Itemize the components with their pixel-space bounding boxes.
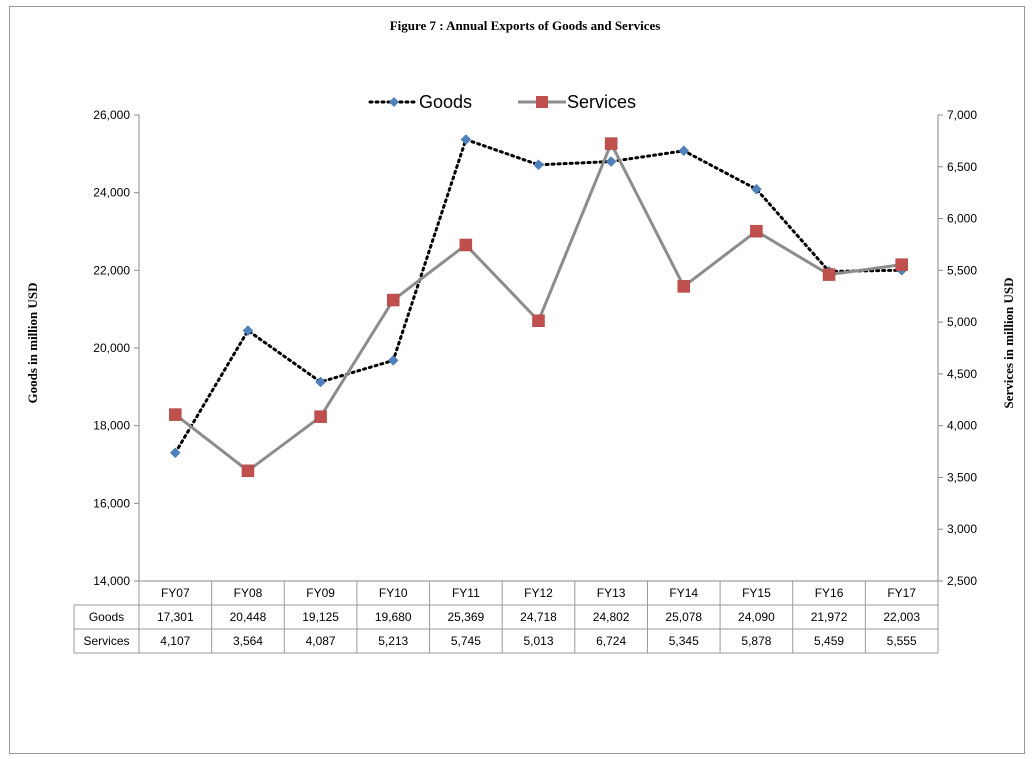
data-point-goods: [751, 183, 762, 195]
table-cell-value: 21,972: [811, 610, 848, 624]
data-point-services: [386, 293, 400, 307]
data-point-goods: [678, 145, 690, 157]
data-point-services: [532, 314, 545, 328]
y-tick-label: 16,000: [93, 496, 130, 510]
x-tick-label: FY17: [887, 586, 916, 600]
data-point-goods: [605, 156, 617, 167]
table-cell-value: 6,724: [596, 634, 626, 648]
y2-tick-label: 3,000: [947, 522, 977, 536]
y2-tick-label: 6,000: [947, 212, 977, 226]
y2-tick-label: 7,000: [947, 108, 977, 122]
data-point-services: [169, 408, 182, 421]
y-tick-label: 14,000: [93, 574, 130, 588]
y2-tick-label: 5,500: [947, 263, 977, 277]
table-cell-value: 5,878: [741, 634, 771, 648]
x-tick-label: FY10: [379, 586, 408, 600]
data-point-services: [241, 464, 255, 478]
table-row-label: Goods: [89, 610, 124, 624]
series-layer: [169, 134, 908, 478]
data-point-goods: [242, 325, 254, 336]
table-cell-value: 4,107: [160, 634, 190, 648]
data-point-goods: [533, 159, 544, 171]
table-cell-value: 5,555: [887, 634, 917, 648]
y-tick-label: 18,000: [93, 419, 130, 433]
table-cell-value: 17,301: [157, 610, 194, 624]
y-axis-title: Goods in million USD: [25, 282, 40, 403]
x-tick-label: FY15: [742, 586, 771, 600]
table-cell-value: 19,680: [375, 610, 412, 624]
data-point-services: [314, 410, 327, 423]
data-point-goods: [387, 355, 399, 366]
data-point-goods: [169, 447, 181, 459]
y2-tick-label: 2,500: [947, 574, 977, 588]
table-cell-value: 4,087: [306, 634, 336, 648]
data-point-services: [604, 137, 618, 150]
data-point-services: [459, 238, 473, 252]
table-cell-value: 5,345: [669, 634, 699, 648]
table-cell-value: 25,078: [665, 610, 702, 624]
table-cell-value: 5,745: [451, 634, 481, 648]
x-tick-label: FY16: [815, 586, 844, 600]
y2-tick-label: 4,000: [947, 419, 977, 433]
line-chart: Figure 7 : Annual Exports of Goods and S…: [25, 18, 1016, 654]
y2-axis-title: Services in million USD: [1001, 277, 1016, 408]
x-tick-label: FY13: [597, 586, 626, 600]
table-row-label: Services: [83, 634, 129, 648]
x-tick-label: FY12: [524, 586, 553, 600]
x-tick-label: FY07: [161, 586, 190, 600]
chart-frame: Figure 7 : Annual Exports of Goods and S…: [9, 6, 1025, 754]
table-cell-value: 22,003: [883, 610, 920, 624]
legend-marker-goods: [389, 97, 399, 107]
y2-tick-label: 3,500: [947, 470, 977, 484]
legend-marker-services: [536, 96, 548, 108]
table-cell-value: 25,369: [448, 610, 485, 624]
y2-tick-label: 6,500: [947, 160, 977, 174]
y-tick-label: 22,000: [93, 263, 130, 277]
data-point-services: [677, 280, 691, 293]
x-tick-label: FY09: [306, 586, 335, 600]
y-tick-label: 24,000: [93, 186, 130, 200]
data-table: FY07 FY08 FY09 FY10 FY11 FY12 FY13 FY14 FY15 FY16…: [73, 581, 939, 654]
legend-label-goods: Goods: [419, 92, 472, 112]
y2-tick-label: 5,000: [947, 315, 977, 329]
table-cell-value: 3,564: [233, 634, 263, 648]
table-cell-value: 5,213: [378, 634, 408, 648]
x-tick-label: FY08: [234, 586, 263, 600]
data-point-goods: [460, 134, 472, 145]
table-cell-value: 20,448: [230, 610, 267, 624]
data-point-services: [895, 258, 908, 271]
data-point-goods: [315, 376, 326, 388]
table-cell-value: 24,718: [520, 610, 557, 624]
y-tick-label: 26,000: [93, 108, 130, 122]
series-line-goods: [173, 138, 904, 455]
table-cell-value: 5,459: [814, 634, 844, 648]
axes: 14,000 16,000 18,000 20,000 22,000 24,000 26,0…: [93, 108, 977, 588]
table-cell-value: 24,090: [738, 610, 775, 624]
legend: Goods Services: [368, 92, 636, 112]
y-tick-label: 20,000: [93, 341, 130, 355]
legend-label-services: Services: [567, 92, 636, 112]
data-point-services: [750, 224, 763, 238]
table-cell-value: 5,013: [523, 634, 553, 648]
x-tick-label: FY11: [452, 586, 480, 600]
x-tick-label: FY14: [669, 586, 698, 600]
y2-tick-label: 4,500: [947, 367, 977, 381]
table-cell-value: 19,125: [302, 610, 339, 624]
table-cell-value: 24,802: [593, 610, 630, 624]
data-point-services: [822, 268, 836, 281]
series-line-services: [174, 142, 902, 473]
chart-title: Figure 7 : Annual Exports of Goods and S…: [390, 18, 661, 33]
